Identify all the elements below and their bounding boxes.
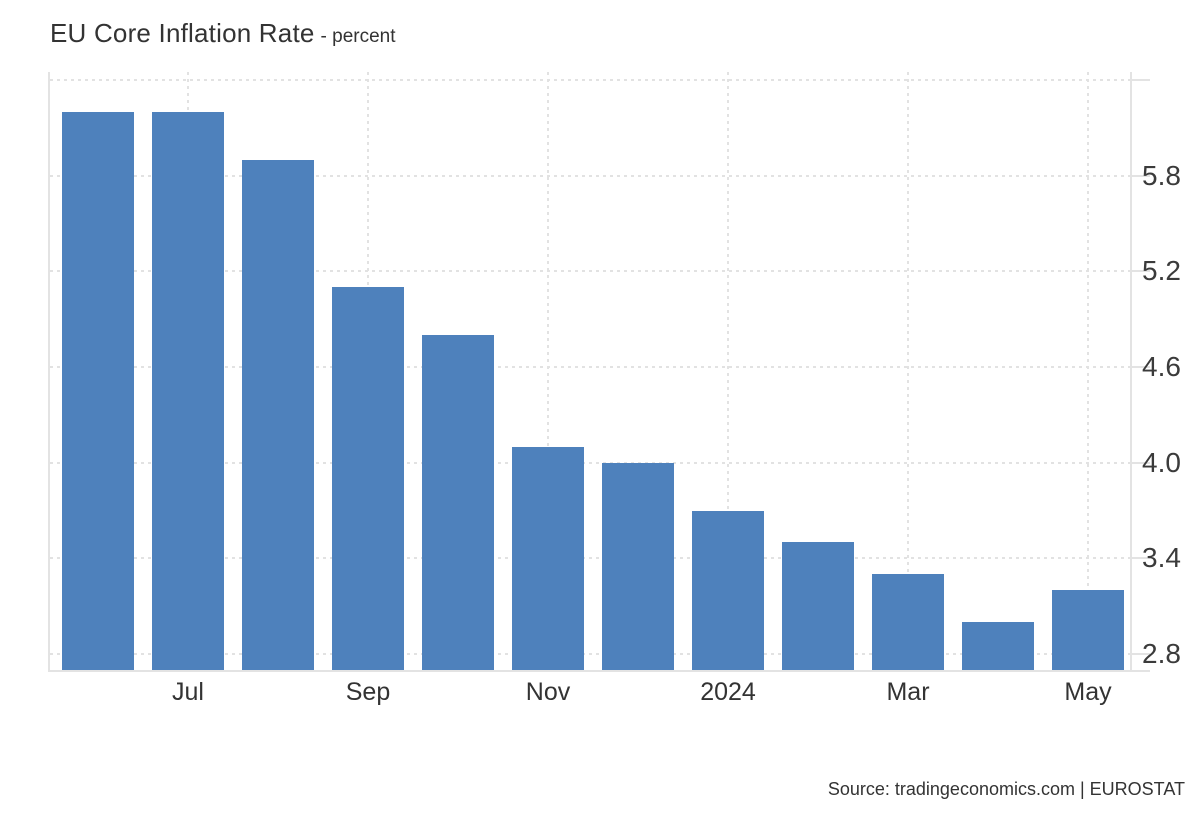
y-axis-tick-label-4: 4.0	[1142, 447, 1181, 478]
y-axis-tick-mark-5.8	[1130, 175, 1150, 177]
y-axis-tick-label-3.4: 3.4	[1142, 542, 1181, 573]
x-axis-tick-label-may: May	[1064, 678, 1112, 706]
bar-sep-2023[interactable]	[332, 287, 404, 670]
chart-title: EU Core Inflation Rate	[50, 18, 315, 48]
gridline-horizontal-5.8	[50, 175, 1130, 177]
y-axis-tick-mark-4	[1130, 462, 1150, 464]
y-axis-tick-mark-4.6	[1130, 366, 1150, 368]
bar-nov-2023[interactable]	[512, 447, 584, 670]
bar-mar-2024[interactable]	[872, 574, 944, 670]
chart-subtitle: - percent	[320, 26, 396, 47]
gridline-vertical-May	[1087, 72, 1089, 670]
x-axis-tick-label-mar: Mar	[886, 678, 930, 706]
gridline-horizontal-5.2	[50, 270, 1130, 272]
y-axis-tick-label-5.2: 5.2	[1142, 255, 1181, 286]
bar-jan-2024[interactable]	[692, 511, 764, 670]
gridline-vertical-Nov	[547, 72, 549, 670]
gridline-horizontal-2.8	[50, 653, 1130, 655]
bar-dec-2023[interactable]	[602, 463, 674, 670]
bar-feb-2024[interactable]	[782, 542, 854, 670]
bar-aug-2023[interactable]	[242, 160, 314, 670]
bar-jun-2023[interactable]	[62, 112, 134, 670]
bar-jul-2023[interactable]	[152, 112, 224, 670]
gridline-vertical-Mar	[907, 72, 909, 670]
x-axis-tick-label-nov: Nov	[525, 678, 571, 706]
x-axis-end-tick	[1130, 670, 1150, 672]
gridline-horizontal-4.6	[50, 366, 1130, 368]
y-axis-tick-mark-2.8	[1130, 653, 1150, 655]
x-axis-tick-label-2024: 2024	[700, 678, 756, 706]
y-axis-tick-mark-3.4	[1130, 557, 1150, 559]
x-axis-tick-label-sep: Sep	[345, 678, 391, 706]
plot-area: 5.8 5.2 4.6 4.0 3.4 2.8 Jul Sep Nov 2024 Mar May	[48, 72, 1181, 706]
y-axis-tick-label-2.8: 2.8	[1142, 638, 1181, 669]
x-axis-tick-label-jul: Jul	[172, 678, 204, 706]
gridline-horizontal-3.4	[50, 557, 1130, 559]
source-credit: Source: tradingeconomics.com | EUROSTAT	[827, 779, 1185, 799]
bar-may-2024[interactable]	[1052, 590, 1124, 670]
chart-header: EU Core Inflation Rate - percent	[50, 18, 396, 49]
bar-apr-2024[interactable]	[962, 622, 1034, 670]
y-axis-tick-mark-6.4	[1130, 79, 1150, 81]
y-axis-tick-label-4.6: 4.6	[1142, 351, 1181, 382]
gridline-horizontal-6.4	[50, 79, 1130, 81]
gridline-horizontal-4	[50, 462, 1130, 464]
bar-oct-2023[interactable]	[422, 335, 494, 670]
y-axis-tick-mark-5.2	[1130, 270, 1150, 272]
y-axis-tick-label-5.8: 5.8	[1142, 160, 1181, 191]
gridline-vertical-2024	[727, 72, 729, 670]
